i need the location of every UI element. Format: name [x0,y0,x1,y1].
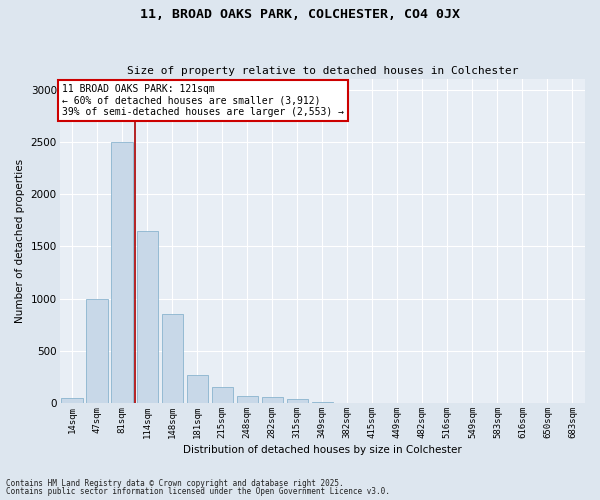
Bar [311,402,333,403]
Bar [137,230,158,403]
Y-axis label: Number of detached properties: Number of detached properties [15,159,25,323]
Text: 11, BROAD OAKS PARK, COLCHESTER, CO4 0JX: 11, BROAD OAKS PARK, COLCHESTER, CO4 0JX [140,8,460,20]
Bar [86,298,108,403]
Bar [287,398,308,403]
Bar [112,142,133,403]
Text: Contains public sector information licensed under the Open Government Licence v3: Contains public sector information licen… [6,487,390,496]
Text: 11 BROAD OAKS PARK: 121sqm
← 60% of detached houses are smaller (3,912)
39% of s: 11 BROAD OAKS PARK: 121sqm ← 60% of deta… [62,84,344,117]
Bar [262,398,283,403]
Bar [61,398,83,403]
Title: Size of property relative to detached houses in Colchester: Size of property relative to detached ho… [127,66,518,76]
Bar [236,396,258,403]
Text: Contains HM Land Registry data © Crown copyright and database right 2025.: Contains HM Land Registry data © Crown c… [6,478,344,488]
Bar [187,375,208,403]
X-axis label: Distribution of detached houses by size in Colchester: Distribution of detached houses by size … [183,445,461,455]
Bar [212,388,233,403]
Bar [161,314,183,403]
